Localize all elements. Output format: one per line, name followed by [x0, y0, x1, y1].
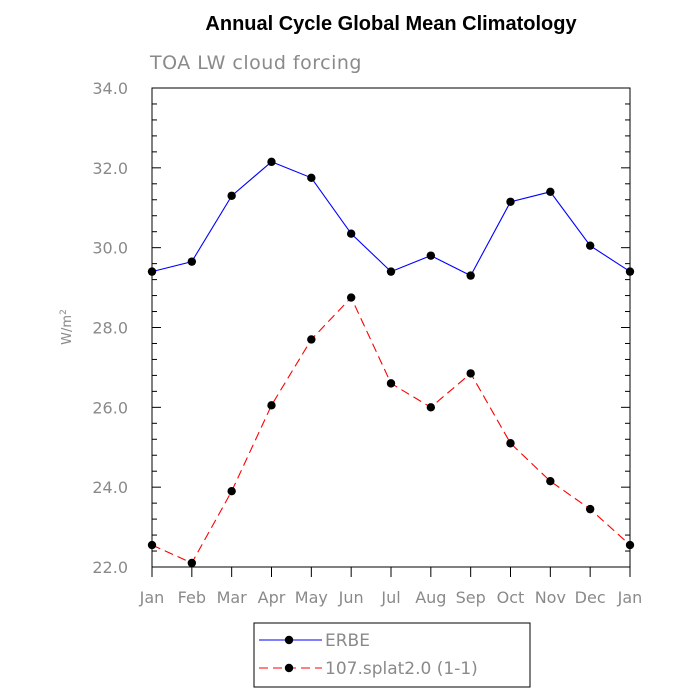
- y-tick-label: 24.0: [92, 478, 128, 497]
- data-point-erbe: [307, 173, 316, 183]
- y-tick-label: 32.0: [92, 159, 128, 178]
- x-tick-label: Sep: [456, 588, 486, 607]
- legend-marker-107-splat2-0-1-1: [284, 663, 294, 673]
- data-point-erbe: [426, 251, 436, 260]
- data-point-107-splat2-0-1-1: [307, 335, 316, 344]
- y-axis-label: W/m2: [59, 309, 75, 345]
- data-point-erbe: [187, 257, 197, 266]
- x-tick-label: Dec: [575, 588, 606, 607]
- data-point-erbe: [546, 187, 555, 196]
- series-line-107-splat2-0-1-1: [151, 296, 631, 564]
- data-point-107-splat2-0-1-1: [267, 401, 276, 410]
- x-tick-label: Oct: [497, 588, 525, 607]
- legend-marker-erbe: [284, 635, 294, 645]
- x-tick-label: Jan: [617, 588, 643, 607]
- x-tick-label: Feb: [178, 588, 206, 607]
- x-tick-label: Aug: [415, 588, 446, 607]
- y-tick-label: 34.0: [92, 79, 128, 98]
- x-tick-label: Mar: [217, 588, 248, 607]
- data-point-erbe: [625, 267, 635, 276]
- chart-title: Annual Cycle Global Mean Climatology: [205, 13, 577, 35]
- data-point-107-splat2-0-1-1: [426, 403, 436, 412]
- y-tick-label: 30.0: [92, 239, 128, 258]
- y-axis-label-text: W/m: [60, 315, 75, 345]
- x-tick-label: Jul: [380, 588, 400, 607]
- series-line-erbe: [151, 161, 631, 277]
- data-point-107-splat2-0-1-1: [585, 504, 595, 514]
- data-point-erbe: [466, 271, 475, 280]
- y-tick-label: 28.0: [92, 319, 128, 338]
- x-tick-label: Apr: [258, 588, 286, 607]
- data-point-107-splat2-0-1-1: [227, 486, 236, 496]
- data-point-107-splat2-0-1-1: [546, 476, 555, 486]
- data-point-107-splat2-0-1-1: [625, 540, 635, 550]
- legend-box: [253, 622, 531, 688]
- data-point-erbe: [147, 267, 157, 276]
- data-point-107-splat2-0-1-1: [386, 379, 396, 388]
- data-point-107-splat2-0-1-1: [466, 369, 475, 378]
- chart-subtitle: TOA LW cloud forcing: [149, 52, 362, 74]
- x-tick-label: Jan: [139, 588, 165, 607]
- y-tick-label: 26.0: [92, 398, 128, 417]
- legend-label-107-splat2-0-1-1: 107.splat2.0 (1-1): [325, 659, 478, 679]
- x-tick-label: May: [295, 588, 328, 607]
- data-point-erbe: [346, 229, 356, 238]
- data-point-erbe: [386, 267, 396, 276]
- data-point-erbe: [506, 197, 515, 206]
- x-tick-label: Nov: [535, 588, 566, 607]
- data-point-107-splat2-0-1-1: [187, 558, 197, 568]
- data-point-107-splat2-0-1-1: [346, 293, 356, 302]
- legend-label-erbe: ERBE: [325, 631, 370, 651]
- data-point-erbe: [585, 241, 595, 250]
- data-point-107-splat2-0-1-1: [506, 439, 515, 448]
- y-axis-label-superscript: 2: [59, 309, 69, 315]
- data-point-erbe: [227, 191, 236, 200]
- data-point-erbe: [267, 157, 276, 167]
- y-tick-label: 22.0: [92, 558, 128, 577]
- plot-frame: [151, 87, 631, 568]
- legend: ERBE 107.splat2.0 (1-1): [253, 622, 531, 688]
- plot-layer: 22.0 24.0 26.0 28.0 30.0 32.0 34.0 Jan Feb Mar Apr…: [92, 79, 642, 607]
- x-tick-label: Jun: [338, 588, 364, 607]
- data-point-107-splat2-0-1-1: [147, 540, 157, 550]
